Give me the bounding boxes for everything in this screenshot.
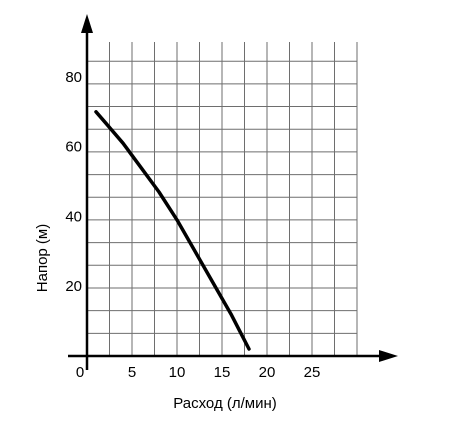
x-tick-label: 15 (214, 364, 231, 381)
y-tick-label: 80 (65, 69, 82, 86)
origin-label: 0 (76, 364, 84, 381)
y-axis-arrow (81, 14, 93, 33)
y-tick-label: 60 (65, 139, 82, 156)
x-tick-label: 10 (169, 364, 186, 381)
series (94, 110, 251, 351)
x-axis-arrow (379, 350, 398, 362)
series-line (94, 110, 251, 351)
y-axis-title: Напор (м) (34, 224, 51, 292)
x-tick-label: 20 (259, 364, 276, 381)
tick-labels: 5 10 15 20 25 20 40 60 80 (65, 69, 320, 381)
y-tick-label: 20 (65, 278, 82, 295)
x-axis-title: Расход (л/мин) (173, 395, 277, 412)
x-tick-label: 5 (128, 364, 136, 381)
y-tick-label: 40 (65, 208, 82, 225)
axes (68, 14, 398, 370)
grid (87, 42, 358, 356)
x-tick-label: 25 (304, 364, 321, 381)
